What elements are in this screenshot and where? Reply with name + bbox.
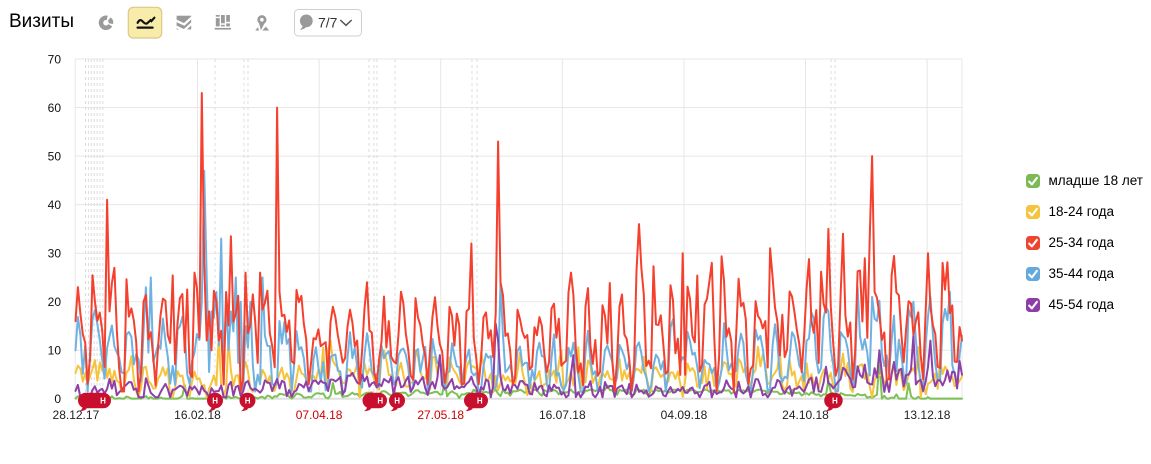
svg-text:16.07.18: 16.07.18 xyxy=(539,408,586,422)
svg-text:04.09.18: 04.09.18 xyxy=(661,408,708,422)
svg-text:16.02.18: 16.02.18 xyxy=(174,408,221,422)
svg-text:40: 40 xyxy=(48,198,62,212)
svg-text:27.05.18: 27.05.18 xyxy=(417,408,464,422)
svg-text:24.10.18: 24.10.18 xyxy=(782,408,829,422)
svg-text:70: 70 xyxy=(48,53,62,67)
svg-text:20: 20 xyxy=(48,295,62,309)
svg-text:Н: Н xyxy=(477,397,483,406)
svg-text:10: 10 xyxy=(48,344,62,358)
svg-text:07.04.18: 07.04.18 xyxy=(296,408,343,422)
svg-text:13.12.18: 13.12.18 xyxy=(904,408,951,422)
svg-text:Н: Н xyxy=(245,397,251,406)
svg-text:28.12.17: 28.12.17 xyxy=(53,408,100,422)
svg-text:50: 50 xyxy=(48,150,62,164)
svg-text:30: 30 xyxy=(48,247,62,261)
svg-text:7/7: 7/7 xyxy=(318,14,338,30)
svg-text:Н: Н xyxy=(212,397,218,406)
svg-text:Н: Н xyxy=(832,397,838,406)
svg-text:60: 60 xyxy=(48,101,62,115)
svg-text:Н: Н xyxy=(394,397,400,406)
svg-text:Н: Н xyxy=(100,397,106,406)
svg-text:Н: Н xyxy=(377,397,383,406)
svg-text:0: 0 xyxy=(54,392,61,406)
